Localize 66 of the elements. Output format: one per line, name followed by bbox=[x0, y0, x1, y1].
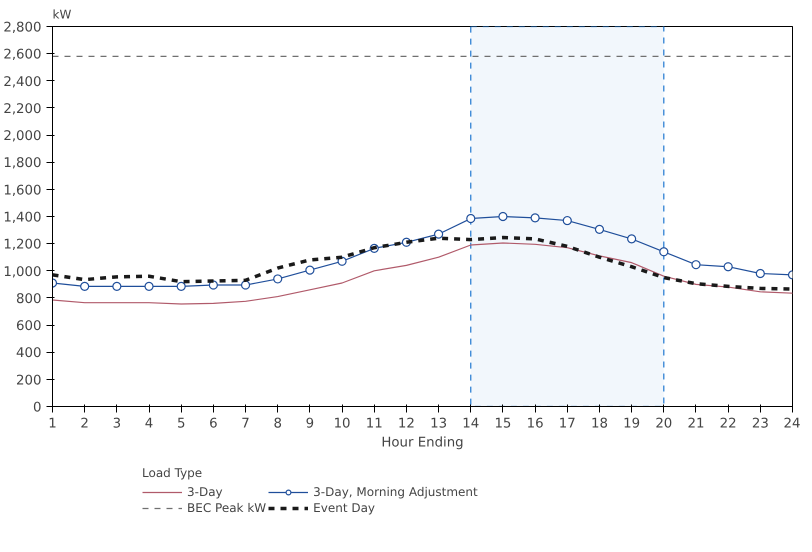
x-tick-label: 12 bbox=[398, 416, 415, 432]
x-axis-title: Hour Ending bbox=[381, 436, 464, 450]
point bbox=[80, 282, 90, 291]
x-tick-label: 8 bbox=[273, 416, 282, 432]
x-tick-label: 14 bbox=[462, 416, 480, 432]
point bbox=[756, 268, 765, 278]
point bbox=[466, 214, 476, 224]
y-axis-title: kW bbox=[52, 8, 72, 22]
y-tick-label: 400 bbox=[16, 346, 42, 362]
y-tick-label: 0 bbox=[33, 400, 42, 416]
x-tick-label: 13 bbox=[430, 416, 448, 432]
point bbox=[724, 262, 733, 272]
x-tick-label: 19 bbox=[623, 416, 640, 432]
point bbox=[594, 224, 604, 234]
point bbox=[530, 213, 540, 222]
x-tick-label: 4 bbox=[144, 416, 154, 432]
y-tick-label: 1,000 bbox=[3, 264, 42, 280]
point bbox=[208, 280, 218, 290]
y-tick-label: 600 bbox=[16, 319, 42, 334]
x-tick-label: 6 bbox=[209, 416, 218, 432]
y-tick-label: 1,800 bbox=[3, 156, 42, 172]
point bbox=[240, 280, 250, 290]
point bbox=[176, 282, 186, 291]
x-tick-label: 20 bbox=[655, 416, 672, 432]
point bbox=[273, 274, 282, 284]
x-tick-label: 5 bbox=[176, 416, 186, 432]
x-tick-label: 18 bbox=[590, 416, 608, 432]
point bbox=[112, 282, 122, 291]
x-tick-label: 9 bbox=[306, 416, 314, 432]
y-tick-label: 2,400 bbox=[3, 74, 42, 90]
legend-label: 3-Day bbox=[187, 485, 223, 499]
x-tick-label: 10 bbox=[334, 416, 351, 432]
legend-label: BEC Peak kW bbox=[187, 501, 266, 515]
y-tick-label: 200 bbox=[16, 373, 42, 388]
point bbox=[305, 266, 314, 275]
x-tick-label: 15 bbox=[494, 416, 512, 432]
x-tick-label: 22 bbox=[720, 416, 737, 432]
point bbox=[498, 212, 508, 222]
point bbox=[659, 247, 668, 256]
x-tick-label: 11 bbox=[366, 416, 383, 432]
legend-title: Load Type bbox=[142, 466, 204, 480]
x-tick-label: 3 bbox=[112, 416, 122, 432]
x-tick-label: 7 bbox=[241, 416, 250, 432]
legend-label: 3-Day, Morning Adjustment bbox=[313, 485, 478, 499]
point bbox=[144, 282, 154, 291]
line-series bbox=[52, 242, 792, 305]
point bbox=[691, 260, 701, 270]
y-tick-label: 1,400 bbox=[3, 210, 42, 226]
x-tick-label: 2 bbox=[80, 416, 89, 432]
y-tick-label: 2,200 bbox=[3, 102, 42, 117]
y-tick-label: 2,800 bbox=[3, 20, 42, 36]
x-tick-label: 17 bbox=[558, 416, 576, 432]
point bbox=[562, 216, 572, 226]
y-tick-label: 2,600 bbox=[3, 48, 42, 63]
legend-label: Event Day bbox=[313, 501, 376, 515]
x-tick-label: 24 bbox=[784, 416, 801, 432]
y-tick-label: 1,600 bbox=[3, 183, 42, 198]
x-tick-label: 1 bbox=[48, 416, 57, 432]
point bbox=[627, 234, 636, 244]
y-tick-label: 2,000 bbox=[3, 129, 42, 144]
point bbox=[434, 230, 444, 239]
x-tick-label: 16 bbox=[526, 416, 544, 432]
y-tick-label: 1,200 bbox=[3, 238, 42, 253]
x-tick-label: 23 bbox=[752, 416, 769, 432]
y-tick-label: 800 bbox=[16, 292, 42, 307]
x-tick-label: 21 bbox=[688, 416, 704, 432]
